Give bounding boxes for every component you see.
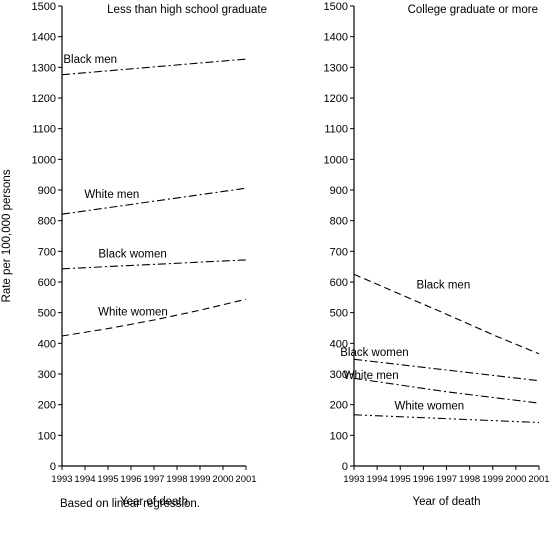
series-line xyxy=(353,273,540,355)
panel-title: College graduate or more xyxy=(408,4,538,16)
series-label: White women xyxy=(395,400,465,412)
x-tick-label: 1994 xyxy=(74,474,95,485)
series-label: Black women xyxy=(98,248,166,260)
y-tick-label: 1300 xyxy=(32,62,56,74)
y-tick-label: 500 xyxy=(38,308,56,320)
x-axis-label: Year of death xyxy=(120,496,188,508)
x-tick-label: 1996 xyxy=(413,474,434,485)
x-tick-label: 1996 xyxy=(120,474,141,485)
series-line xyxy=(61,298,247,337)
x-tick-label: 2001 xyxy=(235,474,256,485)
y-tick-label: 400 xyxy=(330,338,348,350)
x-tick-label: 2000 xyxy=(212,474,233,485)
y-tick-label: 0 xyxy=(342,461,348,473)
y-tick-label: 1100 xyxy=(32,124,56,136)
series-line xyxy=(61,259,247,270)
chart-panel-2: 0 100 200 300 400 500 600 700 800 900 1000 1100 1200… xyxy=(324,1,550,508)
y-tick-label: 800 xyxy=(330,216,348,228)
x-tick-label: 2001 xyxy=(528,474,549,485)
y-tick-label: 500 xyxy=(330,308,348,320)
y-tick-label: 700 xyxy=(330,246,348,258)
series-label: Black men xyxy=(63,54,117,66)
series-label: White women xyxy=(98,306,168,318)
y-tick-label: 900 xyxy=(330,185,348,197)
x-tick-label: 1995 xyxy=(390,474,411,485)
y-tick-label: 600 xyxy=(38,277,56,289)
y-tick-label: 600 xyxy=(330,277,348,289)
series-label: White men xyxy=(344,370,399,382)
y-axis-label: Rate per 100,000 persons xyxy=(1,169,13,302)
series-label: Black men xyxy=(417,279,471,291)
x-tick-label: 1997 xyxy=(436,474,457,485)
x-tick-label: 1994 xyxy=(367,474,388,485)
x-tick-label: 1999 xyxy=(482,474,503,485)
y-tick-label: 1200 xyxy=(32,93,56,105)
y-tick-label: 1100 xyxy=(324,124,348,136)
y-tick-label: 1500 xyxy=(324,1,348,13)
series-line xyxy=(61,187,247,215)
y-tick-label: 100 xyxy=(330,430,348,442)
series-line xyxy=(353,377,540,404)
y-tick-label: 100 xyxy=(38,430,56,442)
x-tick-label: 1999 xyxy=(189,474,210,485)
chart-panel-1: 0 100 200 300 400 500 600 700 800 900 1000 1100 1200… xyxy=(1,1,267,508)
y-tick-label: 1400 xyxy=(324,32,348,44)
y-tick-label: 1500 xyxy=(32,1,56,13)
y-tick-label: 300 xyxy=(38,369,56,381)
x-axis-label: Year of death xyxy=(413,496,481,508)
y-tick-label: 300 xyxy=(330,369,348,381)
y-tick-label: 900 xyxy=(38,185,56,197)
panel-title: Less than high school graduate xyxy=(107,4,267,16)
x-tick-label: 1997 xyxy=(143,474,164,485)
series-line xyxy=(353,358,540,382)
y-tick-label: 1300 xyxy=(324,62,348,74)
x-tick-label: 1998 xyxy=(459,474,480,485)
x-tick-label: 2000 xyxy=(505,474,526,485)
series-label: Black women xyxy=(340,347,408,359)
y-tick-label: 1000 xyxy=(32,154,56,166)
series-label: White men xyxy=(84,189,139,201)
y-tick-label: 200 xyxy=(38,400,56,412)
x-tick-label: 1993 xyxy=(51,474,72,485)
y-tick-label: 0 xyxy=(50,461,56,473)
y-tick-label: 1000 xyxy=(324,154,348,166)
y-tick-label: 200 xyxy=(330,400,348,412)
series-line xyxy=(353,414,540,424)
x-tick-label: 1995 xyxy=(97,474,118,485)
y-tick-label: 1200 xyxy=(324,93,348,105)
series-line xyxy=(61,58,247,76)
y-tick-label: 400 xyxy=(38,338,56,350)
x-tick-label: 1998 xyxy=(166,474,187,485)
y-tick-label: 700 xyxy=(38,246,56,258)
footnote: Based on linear regression. xyxy=(60,498,200,510)
x-tick-label: 1993 xyxy=(343,474,364,485)
y-tick-label: 800 xyxy=(38,216,56,228)
y-tick-label: 1400 xyxy=(32,32,56,44)
